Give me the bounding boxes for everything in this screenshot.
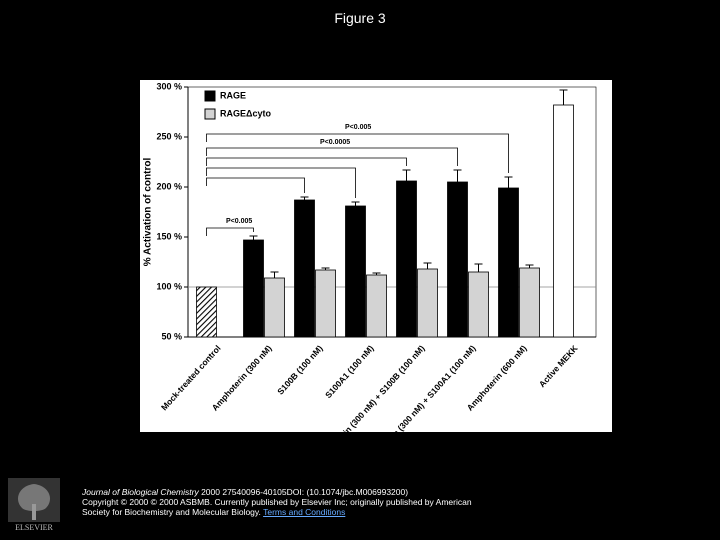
y-tick-label: 250 % [156,131,182,141]
bar [553,104,574,338]
annotation: P<0.005 [345,124,371,131]
bar [345,205,366,338]
logo-text: ELSEVIER [15,523,53,532]
bracket [206,147,458,166]
y-tick-label: 200 % [156,181,182,191]
error-bar [372,272,381,275]
bar [447,181,468,338]
error-bar [474,263,483,272]
annotation: P<0.005 [226,218,252,225]
y-tick-label: 100 % [156,281,182,291]
bar [417,268,438,338]
terms-link[interactable]: Terms and Conditions [263,507,346,517]
copyright-text: Society for Biochemistry and Molecular B… [82,507,261,517]
bracket [206,227,254,236]
y-tick-label: 300 % [156,81,182,91]
y-tick-label: 150 % [156,231,182,241]
legend-swatch [204,90,216,102]
slide-title: Figure 3 [334,10,386,26]
error-bar [504,176,513,188]
bracket [206,157,407,166]
bar [294,199,315,338]
error-bar [559,89,568,105]
copyright-2: Society for Biochemistry and Molecular B… [82,507,345,517]
legend-swatch [204,108,216,120]
bracket [206,177,305,193]
bar [396,180,417,338]
legend-label: RAGEΔcyto [220,108,271,118]
citation-text: 2000 27540096-40105DOI: (10.1074/jbc.M00… [201,487,409,497]
error-bar [525,264,534,268]
copyright: Copyright © 2000 © 2000 ASBMB. Currently… [82,497,472,507]
error-bar [423,262,432,269]
plot-frame [187,86,597,338]
bar [366,274,387,338]
bar [468,271,489,338]
bar [243,239,264,338]
bracket [206,133,509,173]
citation: Journal of Biological Chemistry 2000 275… [82,487,408,497]
error-bar [351,201,360,206]
bar [519,267,540,338]
figure-panel [140,80,612,432]
error-bar [249,235,258,240]
bar [196,286,217,338]
journal: Journal of Biological Chemistry [82,487,199,497]
error-bar [300,196,309,200]
bar [498,187,519,338]
error-bar [270,271,279,278]
error-bar [321,267,330,270]
error-bar [453,169,462,182]
bar [315,269,336,338]
annotation: P<0.0005 [320,139,350,146]
y-tick-label: 50 % [161,331,182,341]
error-bar [402,169,411,181]
logo-tree: ELSEVIER [8,478,60,532]
y-axis-label: % Activation of control [143,158,154,267]
bracket [206,167,356,198]
legend-label: RAGE [220,90,246,100]
bar [264,277,285,338]
